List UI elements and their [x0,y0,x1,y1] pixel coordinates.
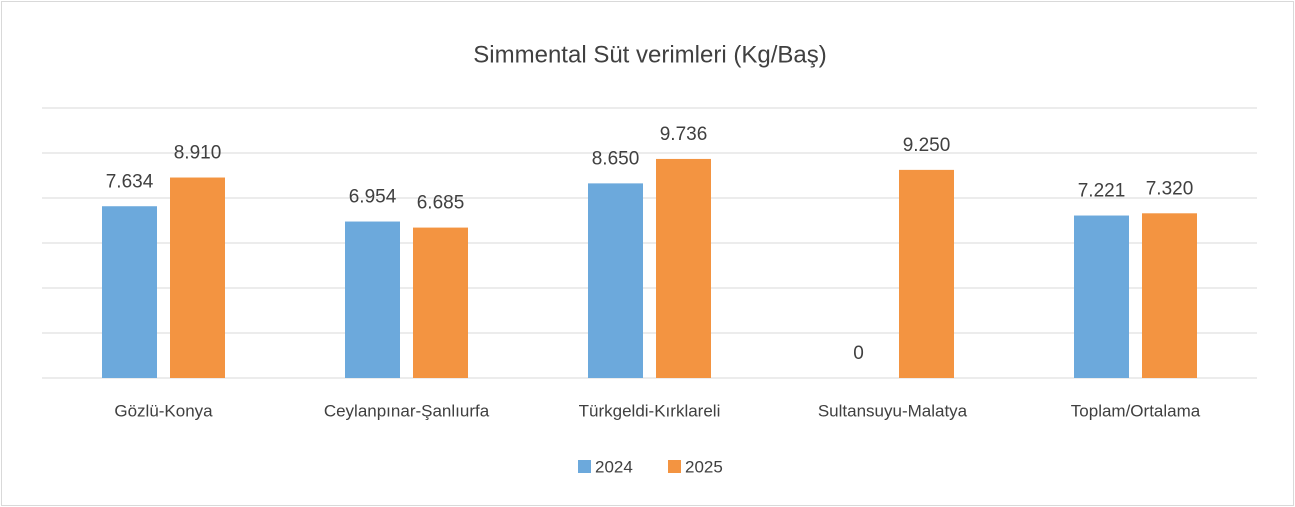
data-label: 7.320 [1146,178,1194,199]
data-label: 0 [853,343,864,364]
legend-swatch [578,460,591,473]
x-tick-label: Sultansuyu-Malatya [818,401,968,420]
data-label: 9.250 [903,135,951,156]
chart-title: Simmental Süt verimleri (Kg/Baş) [473,41,826,68]
bar [345,221,400,378]
bar [588,183,643,378]
bar [413,227,468,378]
bar [656,158,711,378]
data-label: 6.954 [349,187,397,208]
data-label: 9.736 [660,124,708,145]
x-tick-label: Ceylanpınar-Şanlıurfa [324,401,490,420]
x-tick-label: Türkgeldi-Kırklareli [579,401,721,420]
bar [1074,215,1129,378]
legend-swatch [668,460,681,473]
bar [1142,213,1197,378]
legend-label: 2025 [685,457,723,476]
x-tick-label: Toplam/Ortalama [1071,401,1201,420]
bar [170,177,225,378]
bar [899,169,954,378]
data-label: 8.910 [174,143,222,164]
legend-label: 2024 [595,457,633,476]
data-label: 7.221 [1078,181,1126,202]
bar [102,206,157,378]
data-label: 7.634 [106,171,154,192]
data-label: 8.650 [592,148,640,169]
x-tick-label: Gözlü-Konya [114,401,213,420]
data-label: 6.685 [417,193,465,214]
